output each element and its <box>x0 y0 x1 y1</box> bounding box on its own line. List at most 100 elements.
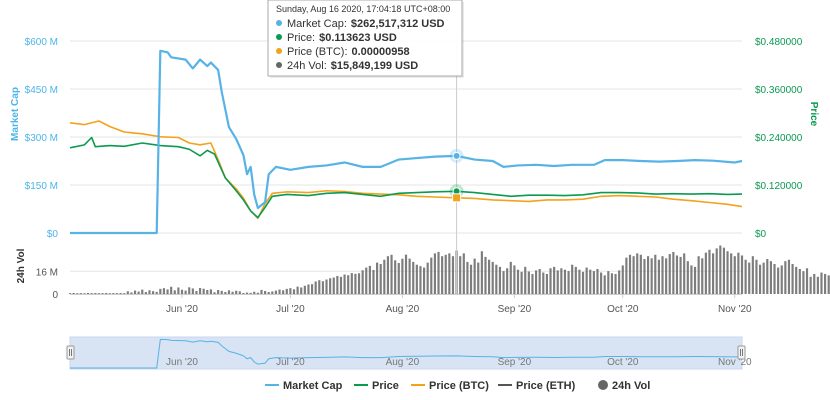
volume-bar[interactable] <box>509 261 512 294</box>
volume-bar[interactable] <box>112 293 115 294</box>
volume-bar[interactable] <box>650 258 653 294</box>
volume-bar[interactable] <box>614 273 617 294</box>
volume-bar[interactable] <box>563 269 567 294</box>
series-lines[interactable] <box>69 49 743 235</box>
legend-item-price[interactable]: Price <box>354 380 399 392</box>
volume-bar[interactable] <box>581 271 585 294</box>
volume-bar[interactable] <box>600 272 603 294</box>
volume-bar[interactable] <box>191 288 194 294</box>
volume-bar[interactable] <box>766 259 769 294</box>
volume-bar[interactable] <box>813 273 816 294</box>
volume-bar[interactable] <box>220 290 223 294</box>
volume-bar[interactable] <box>437 251 440 294</box>
volume-bar[interactable] <box>357 273 361 294</box>
volume-bar[interactable] <box>567 271 570 294</box>
volume-bar[interactable] <box>589 269 592 294</box>
volume-bar[interactable] <box>802 271 805 294</box>
volume-bar[interactable] <box>339 276 343 294</box>
volume-bar[interactable] <box>202 288 205 294</box>
volume-bar[interactable] <box>123 293 126 294</box>
price-line[interactable] <box>69 136 743 219</box>
volume-bar[interactable] <box>665 258 668 294</box>
volume-bar[interactable] <box>292 289 296 294</box>
navigator-selection[interactable] <box>69 336 743 370</box>
volume-bar[interactable] <box>397 263 400 294</box>
price-btc-line[interactable] <box>69 120 743 220</box>
volume-bar[interactable] <box>379 264 382 294</box>
volume-bar[interactable] <box>245 292 249 294</box>
volume-bar[interactable] <box>195 291 198 294</box>
volume-bar[interactable] <box>310 284 314 294</box>
volume-bar[interactable] <box>625 257 628 294</box>
volume-bar[interactable] <box>83 293 86 294</box>
volume-bar[interactable] <box>184 290 187 294</box>
volume-bar[interactable] <box>314 281 317 294</box>
volume-bar[interactable] <box>516 269 520 294</box>
volume-bar[interactable] <box>524 266 527 294</box>
volume-bar[interactable] <box>253 291 256 294</box>
volume-bar[interactable] <box>726 251 729 294</box>
volume-bar[interactable] <box>433 253 436 294</box>
volume-bar[interactable] <box>415 264 418 294</box>
volume-bar[interactable] <box>350 273 353 294</box>
volume-bar[interactable] <box>444 254 447 294</box>
volume-bar[interactable] <box>469 264 473 294</box>
volume-bar[interactable] <box>227 290 231 294</box>
volume-bar[interactable] <box>553 266 556 294</box>
volume-bar[interactable] <box>654 254 657 294</box>
volume-bar[interactable] <box>332 277 335 294</box>
volume-bar[interactable] <box>737 252 740 294</box>
volume-bar[interactable] <box>513 265 516 294</box>
volume-bar[interactable] <box>693 266 697 294</box>
volume-bar[interactable] <box>274 290 278 294</box>
volume-bar[interactable] <box>422 267 426 294</box>
volume-bar[interactable] <box>462 253 465 294</box>
volume-bar[interactable] <box>549 268 552 294</box>
volume-bar[interactable] <box>787 259 791 294</box>
volume-bar[interactable] <box>152 291 155 294</box>
navigator-handle-right[interactable] <box>737 345 746 360</box>
volume-bar[interactable] <box>224 292 227 294</box>
volume-bar[interactable] <box>683 253 686 294</box>
volume-bar[interactable] <box>769 261 772 294</box>
volume-bar[interactable] <box>368 265 371 294</box>
volume-bar[interactable] <box>733 256 736 294</box>
volume-bar[interactable] <box>383 259 386 294</box>
volume-bar[interactable] <box>545 273 548 294</box>
volume-bar[interactable] <box>466 261 469 294</box>
volume-bar[interactable] <box>285 288 288 294</box>
volume-bar[interactable] <box>777 267 780 294</box>
volume-bar[interactable] <box>451 256 455 294</box>
volume-bar[interactable] <box>621 265 624 294</box>
volume-bar[interactable] <box>441 256 444 294</box>
volume-bars[interactable] <box>68 245 830 294</box>
volume-bar[interactable] <box>238 291 241 294</box>
volume-bar[interactable] <box>336 275 339 294</box>
volume-bar[interactable] <box>282 290 285 294</box>
volume-bar[interactable] <box>300 287 303 294</box>
volume-bar[interactable] <box>390 254 393 294</box>
volume-bar[interactable] <box>148 290 151 294</box>
volume-bar[interactable] <box>646 256 650 294</box>
volume-bar[interactable] <box>556 270 559 294</box>
volume-bar[interactable] <box>133 290 137 294</box>
volume-bar[interactable] <box>256 292 259 294</box>
volume-bar[interactable] <box>188 287 191 294</box>
volume-bar[interactable] <box>480 251 483 294</box>
volume-bar[interactable] <box>86 292 90 294</box>
volume-bar[interactable] <box>820 272 823 294</box>
volume-bar[interactable] <box>657 259 660 294</box>
volume-bar[interactable] <box>386 256 390 294</box>
volume-bar[interactable] <box>162 288 166 294</box>
volume-bar[interactable] <box>401 258 404 294</box>
volume-bar[interactable] <box>459 256 462 294</box>
volume-bar[interactable] <box>72 293 75 294</box>
volume-bar[interactable] <box>404 254 408 294</box>
volume-bar[interactable] <box>805 268 809 294</box>
volume-bar[interactable] <box>506 268 509 294</box>
volume-bar[interactable] <box>198 288 202 294</box>
volume-bar[interactable] <box>722 247 726 294</box>
volume-bar[interactable] <box>784 261 787 294</box>
volume-bar[interactable] <box>90 293 93 294</box>
